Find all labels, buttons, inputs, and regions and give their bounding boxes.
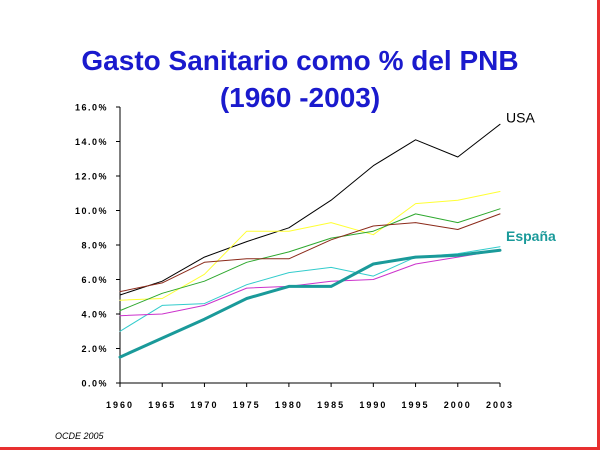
x-tick-label: 2000 bbox=[444, 400, 472, 410]
y-tick-label: 14.0% bbox=[75, 137, 108, 147]
axes-layer: 0.0% 2.0% 4.0% 6.0% 8.0% 10.0% 12.0% 14.0% 16.0%… bbox=[75, 103, 514, 411]
slide-border-bottom bbox=[0, 447, 600, 450]
series-line-6 bbox=[119, 249, 501, 317]
x-tick-label: 1970 bbox=[190, 400, 218, 410]
y-tick-label: 16.0% bbox=[75, 103, 108, 113]
series-label-usa: USA bbox=[506, 109, 535, 125]
y-tick-label: 10.0% bbox=[75, 206, 108, 216]
source-footnote: OCDE 2005 bbox=[55, 431, 104, 441]
y-tick-label: 2.0% bbox=[81, 344, 108, 354]
x-tick-label: 1990 bbox=[359, 400, 387, 410]
chart-title-line-1: Gasto Sanitario como % del PNB bbox=[81, 45, 519, 76]
series-line-4 bbox=[119, 213, 501, 293]
series-label-espa-a: España bbox=[506, 228, 556, 244]
x-tick-label: 1995 bbox=[402, 400, 430, 410]
x-tick-label: 1980 bbox=[275, 400, 303, 410]
x-tick-label: 2003 bbox=[486, 400, 514, 410]
series-line-3 bbox=[119, 208, 501, 312]
slide-border-right bbox=[597, 0, 600, 450]
series-line-espa-a bbox=[118, 248, 502, 359]
series-layer bbox=[118, 123, 502, 359]
x-tick-label: 1985 bbox=[317, 400, 345, 410]
y-tick-label: 8.0% bbox=[81, 241, 108, 251]
labels-layer: USA España bbox=[506, 109, 556, 244]
y-tick-label: 4.0% bbox=[81, 310, 108, 320]
x-tick-label: 1965 bbox=[148, 400, 176, 410]
x-tick-label: 1975 bbox=[233, 400, 261, 410]
x-tick-label: 1960 bbox=[106, 400, 134, 410]
y-tick-label: 12.0% bbox=[75, 172, 108, 182]
series-line-2 bbox=[119, 191, 501, 301]
chart-title-line-2: (1960 -2003) bbox=[219, 82, 381, 113]
y-tick-label: 6.0% bbox=[81, 275, 108, 285]
y-tick-label: 0.0% bbox=[81, 379, 108, 389]
series-line-usa bbox=[119, 123, 501, 296]
